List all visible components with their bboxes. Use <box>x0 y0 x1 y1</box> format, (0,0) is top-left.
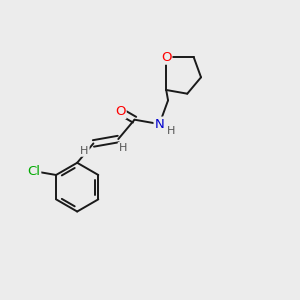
Text: H: H <box>167 126 176 136</box>
Text: N: N <box>154 118 164 130</box>
Text: H: H <box>118 143 127 153</box>
Text: H: H <box>80 146 89 156</box>
Text: O: O <box>115 105 126 118</box>
Text: Cl: Cl <box>27 166 40 178</box>
Text: O: O <box>161 51 171 64</box>
